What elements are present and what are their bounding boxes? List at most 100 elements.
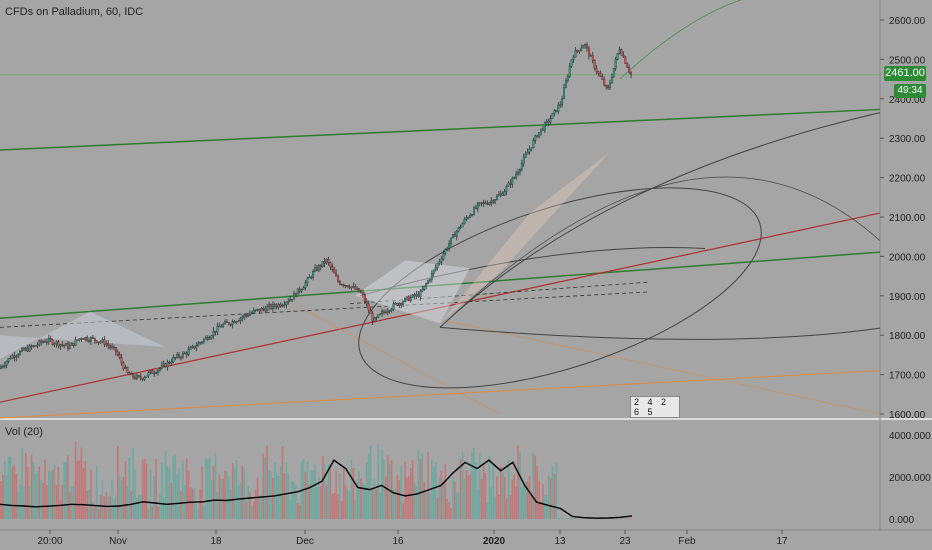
drawing-widget[interactable]: 2 4 2 6 5 xyxy=(628,396,680,418)
candle-body xyxy=(185,352,188,355)
candle-body xyxy=(541,128,544,131)
volume-bar xyxy=(224,470,226,519)
candle-body xyxy=(1,366,4,368)
volume-bar xyxy=(59,500,62,519)
volume-bar xyxy=(628,518,630,519)
symbol-legend[interactable]: CFDs on Palladium, 60, IDC xyxy=(5,6,144,18)
volume-bar xyxy=(379,492,381,519)
candle-body xyxy=(78,338,81,341)
candle-body xyxy=(206,336,209,340)
candle-body xyxy=(383,311,385,313)
volume-bar xyxy=(477,489,479,519)
candle-body xyxy=(229,324,232,326)
candle-body xyxy=(471,214,474,216)
volume-bar xyxy=(396,475,399,519)
volume-bar xyxy=(139,495,142,519)
volume-bar xyxy=(321,455,324,519)
volume-bar xyxy=(624,518,627,519)
volume-bar xyxy=(180,491,182,519)
dashed-line-1 xyxy=(0,291,651,328)
candle-body xyxy=(36,344,39,347)
volume-bar xyxy=(153,475,155,519)
volume-bar xyxy=(226,471,228,519)
candle-body xyxy=(616,53,619,60)
candle-body xyxy=(321,261,324,267)
volume-bar xyxy=(40,480,42,519)
volume-bar xyxy=(15,473,18,519)
volume-bar xyxy=(74,442,77,519)
candle-body xyxy=(363,294,366,302)
candle-body xyxy=(528,148,531,153)
volume-bar xyxy=(26,466,29,519)
volume-bar xyxy=(44,459,46,519)
volume-bar xyxy=(61,484,64,519)
volume-bar xyxy=(118,475,121,519)
volume-bar xyxy=(84,460,87,519)
candle-body xyxy=(170,362,173,364)
candle-body xyxy=(247,315,249,317)
volume-bar xyxy=(465,470,468,519)
volume-bar xyxy=(574,518,577,519)
volume-bar xyxy=(243,468,245,519)
volume-bar xyxy=(362,483,364,519)
candle-body xyxy=(609,82,611,89)
candle-body xyxy=(511,177,514,185)
countdown-badge: 49:34 xyxy=(894,84,926,98)
volume-bar xyxy=(319,486,322,519)
candle-body xyxy=(386,311,389,313)
time-tick-label: Dec xyxy=(296,536,314,547)
orange-line xyxy=(0,370,881,419)
volume-bar xyxy=(46,485,48,519)
volume-bar xyxy=(130,491,132,519)
candle-body xyxy=(11,355,14,359)
volume-bar xyxy=(71,486,73,519)
candle-body xyxy=(130,373,133,376)
candle-body xyxy=(411,294,414,298)
volume-bar xyxy=(367,453,370,519)
volume-bar xyxy=(67,455,69,519)
candle-body xyxy=(308,276,311,279)
candle-body xyxy=(65,343,68,346)
candle-body xyxy=(421,289,424,292)
candle-body xyxy=(371,313,374,322)
candle-body xyxy=(503,191,506,196)
candle-body xyxy=(496,195,498,200)
volume-legend[interactable]: Vol (20) xyxy=(5,426,43,438)
volume-bar xyxy=(337,494,339,519)
candle-body xyxy=(436,263,439,268)
volume-bar xyxy=(272,477,274,519)
candle-body xyxy=(356,288,359,290)
volume-bar xyxy=(57,467,60,519)
volume-bar xyxy=(427,452,429,519)
candle-body xyxy=(306,277,309,283)
candle-body xyxy=(444,249,447,254)
volume-bar xyxy=(578,518,581,519)
volume-bar xyxy=(371,490,374,519)
candle-body xyxy=(21,348,23,352)
volume-bar xyxy=(492,464,494,519)
volume-bar xyxy=(304,472,307,519)
candle-body xyxy=(296,288,299,297)
volume-bar xyxy=(544,495,546,519)
volume-bar xyxy=(80,447,83,519)
volume-bar xyxy=(519,452,521,519)
volume-bar xyxy=(383,459,385,519)
candle-body xyxy=(361,292,364,295)
volume-bar xyxy=(231,463,234,519)
volume-bar xyxy=(310,470,313,519)
candle-body xyxy=(626,63,629,68)
ellipse-drawing xyxy=(358,187,762,389)
candle-body xyxy=(191,345,194,348)
time-tick-label: Feb xyxy=(678,536,696,547)
candle-body xyxy=(599,73,602,77)
candle-body xyxy=(252,310,255,313)
candle-body xyxy=(183,352,186,355)
candle-body xyxy=(118,354,121,358)
volume-bar xyxy=(78,459,81,519)
candle-body xyxy=(358,288,361,293)
candle-body xyxy=(126,367,129,373)
candle-body xyxy=(563,87,565,100)
volume-bar xyxy=(42,483,44,519)
volume-bar xyxy=(408,476,410,519)
